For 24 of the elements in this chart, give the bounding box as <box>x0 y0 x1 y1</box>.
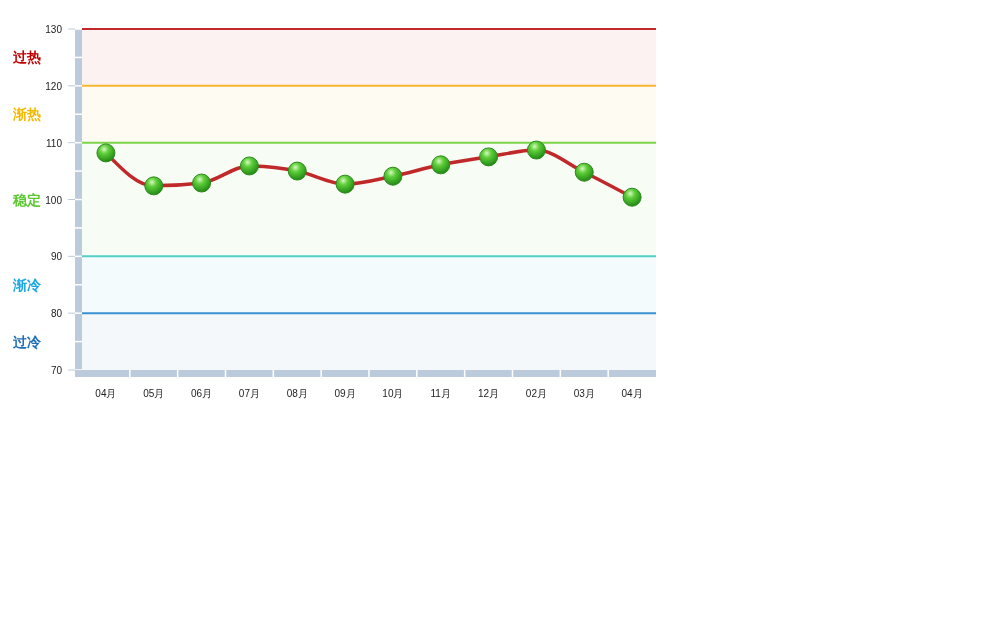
x-tick-label: 12月 <box>478 388 500 399</box>
band-label: 渐热 <box>12 106 41 123</box>
y-tick-label: 130 <box>45 24 63 35</box>
x-tick-label: 09月 <box>334 388 356 399</box>
x-tick-label: 06月 <box>191 388 213 399</box>
band-label: 过冷 <box>12 333 42 350</box>
band-label: 过热 <box>12 49 41 66</box>
x-tick-label: 08月 <box>286 388 308 399</box>
x-tick-label: 04月 <box>95 388 117 399</box>
x-tick-label: 11月 <box>430 388 451 399</box>
y-tick-label: 110 <box>46 137 63 149</box>
y-tick-label: 100 <box>45 194 63 206</box>
x-tick-label: 02月 <box>525 388 547 399</box>
y-tick-label: 70 <box>50 365 63 376</box>
band-label: 稳定 <box>12 191 41 208</box>
x-tick-label: 10月 <box>382 388 404 399</box>
x-tick-label: 03月 <box>573 388 595 399</box>
x-tick-label: 04月 <box>621 388 643 399</box>
x-tick-label: 05月 <box>143 388 165 399</box>
y-tick-label: 80 <box>50 308 63 320</box>
y-tick-label: 90 <box>50 251 63 263</box>
y-tick-label: 120 <box>45 80 63 92</box>
band-label: 渐冷 <box>12 276 42 293</box>
x-tick-label: 07月 <box>238 388 260 399</box>
